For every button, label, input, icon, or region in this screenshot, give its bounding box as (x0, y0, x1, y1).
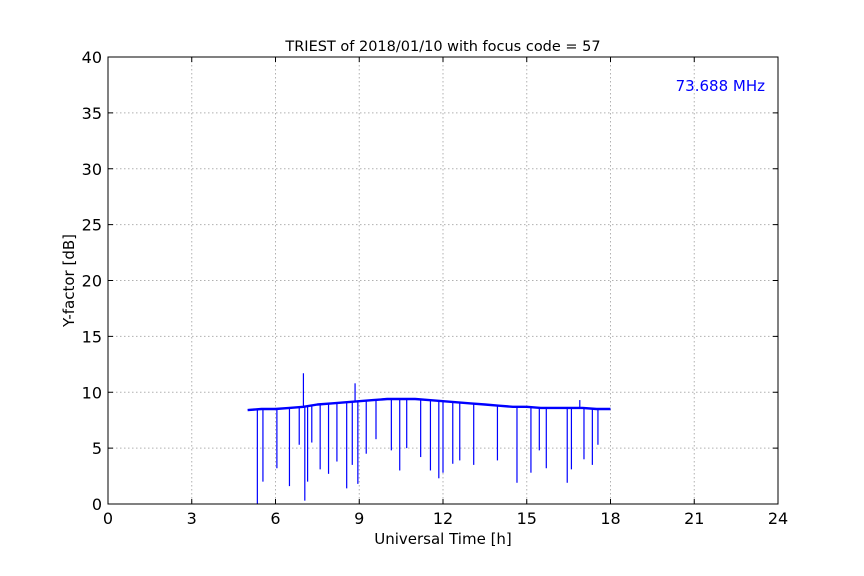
x-axis-label: Universal Time [h] (374, 530, 512, 548)
x-tick-label: 24 (768, 509, 788, 528)
x-tick-label: 3 (187, 509, 197, 528)
series-line (247, 397, 611, 412)
x-tick-label: 18 (600, 509, 620, 528)
y-tick-label: 25 (82, 216, 102, 235)
series-layer (247, 373, 611, 504)
ticks: 0 3 6 9 12 15 18 21 24 0 5 10 15 20 25 30 35 40 (82, 48, 789, 528)
y-tick-label: 35 (82, 104, 102, 123)
x-tick-label: 21 (684, 509, 704, 528)
y-tick-label: 20 (82, 272, 102, 291)
y-axis-label: Y-factor [dB] (60, 234, 78, 328)
y-tick-label: 15 (82, 327, 102, 346)
x-tick-label: 9 (354, 509, 364, 528)
y-tick-label: 0 (92, 495, 102, 514)
x-tick-label: 0 (103, 509, 113, 528)
y-tick-label: 30 (82, 160, 102, 179)
chart-title: TRIEST of 2018/01/10 with focus code = 5… (284, 39, 600, 55)
y-tick-label: 10 (82, 383, 102, 402)
x-tick-label: 12 (433, 509, 453, 528)
y-tick-label: 40 (82, 48, 102, 67)
x-tick-label: 6 (270, 509, 280, 528)
frequency-annotation: 73.688 MHz (676, 77, 765, 95)
x-tick-label: 15 (517, 509, 537, 528)
y-tick-label: 5 (92, 439, 102, 458)
